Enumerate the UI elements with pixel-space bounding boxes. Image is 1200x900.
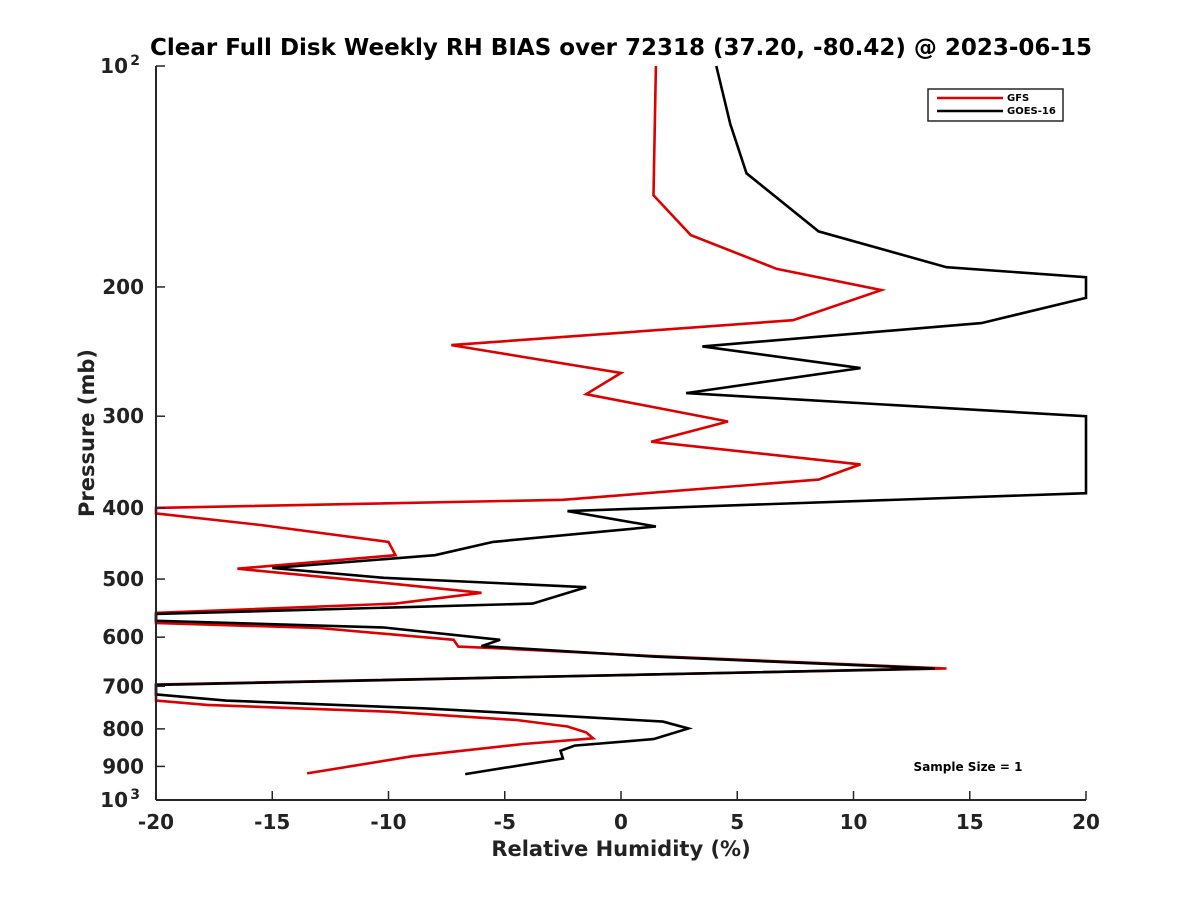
x-axis-ticks: -20 -15 -10 -5 0 5 10 15 20 bbox=[138, 791, 1100, 834]
y-tick-label: 600 bbox=[102, 625, 144, 649]
x-tick-label: -15 bbox=[254, 810, 290, 834]
legend: GFS GOES-16 bbox=[927, 88, 1064, 122]
y-tick-label: 500 bbox=[102, 567, 144, 591]
y-tick-label: 900 bbox=[102, 754, 144, 778]
x-axis-label: Relative Humidity (%) bbox=[491, 837, 750, 861]
y-tick-label: 10 bbox=[100, 788, 128, 812]
series-line-goes16 bbox=[154, 65, 1088, 776]
x-tick-label: 20 bbox=[1072, 810, 1100, 834]
y-tick-label: 400 bbox=[102, 496, 144, 520]
plot-background bbox=[156, 66, 1086, 800]
legend-label-gfs: GFS bbox=[1007, 93, 1029, 104]
sample-size-annotation: Sample Size = 1 bbox=[914, 760, 1023, 774]
legend-box bbox=[927, 88, 1064, 122]
y-tick-label: 800 bbox=[102, 717, 144, 741]
y-tick-label: 10 bbox=[100, 54, 128, 78]
series-layer bbox=[154, 65, 1088, 776]
y-axis-label: Pressure (mb) bbox=[75, 349, 99, 517]
x-tick-label: 0 bbox=[614, 810, 628, 834]
y-tick-exponent: 3 bbox=[130, 787, 140, 803]
y-tick-label: 200 bbox=[102, 275, 144, 299]
series-line-gfs bbox=[154, 65, 947, 775]
x-tick-label: 5 bbox=[730, 810, 744, 834]
y-tick-exponent: 2 bbox=[130, 53, 140, 69]
x-tick-label: 15 bbox=[956, 810, 984, 834]
plot-area: -20 -15 -10 -5 0 5 10 15 20 10 220030040050060070… bbox=[100, 53, 1100, 834]
x-tick-label: -5 bbox=[494, 810, 516, 834]
chart-title: Clear Full Disk Weekly RH BIAS over 7231… bbox=[150, 35, 1092, 61]
x-tick-label: 10 bbox=[840, 810, 868, 834]
x-tick-label: -10 bbox=[370, 810, 406, 834]
y-tick-label: 700 bbox=[102, 674, 144, 698]
legend-label-goes16: GOES-16 bbox=[1007, 106, 1056, 117]
y-tick-label: 300 bbox=[102, 404, 144, 428]
x-tick-label: -20 bbox=[138, 810, 174, 834]
